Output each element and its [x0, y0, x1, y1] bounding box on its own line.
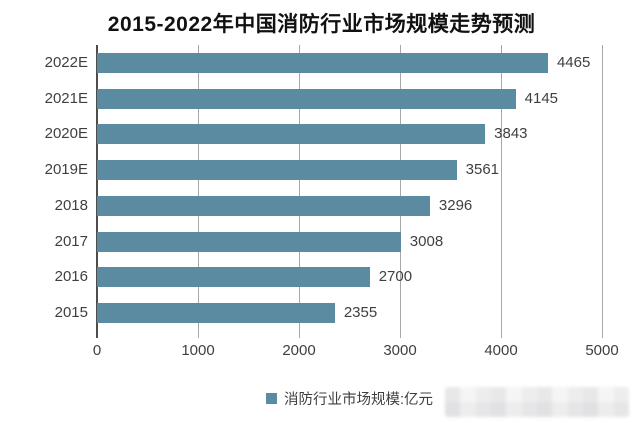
value-label: 3561 [465, 161, 500, 179]
x-tick-label: 2000 [282, 342, 316, 359]
category-label: 2019E [44, 161, 88, 179]
bar [97, 124, 486, 145]
value-label: 2700 [378, 268, 413, 286]
category-label: 2017 [54, 232, 88, 250]
value-label: 2355 [343, 304, 378, 322]
category-label: 2020E [44, 125, 88, 143]
x-tick-label: 4000 [484, 342, 518, 359]
category-label: 2015 [54, 304, 88, 322]
y-axis-line [96, 45, 98, 338]
bar [97, 231, 401, 252]
category-label: 2016 [54, 268, 88, 286]
gridline [198, 45, 199, 338]
bar [97, 195, 430, 216]
value-label: 4145 [524, 89, 559, 107]
gridline [602, 45, 603, 338]
category-label: 2021E [44, 89, 88, 107]
gridline [501, 45, 502, 338]
legend-swatch-icon [265, 393, 277, 404]
bar [97, 160, 457, 181]
x-tick-label: 1000 [181, 342, 215, 359]
bar [97, 267, 370, 288]
value-label: 3843 [494, 125, 528, 143]
value-label: 4465 [556, 53, 591, 71]
value-label: 3296 [438, 196, 473, 214]
x-tick-label: 0 [92, 342, 102, 359]
legend: 消防行业市场规模:亿元 [97, 388, 602, 409]
legend-label: 消防行业市场规模:亿元 [283, 392, 434, 408]
category-label: 2022E [44, 53, 88, 71]
bar [97, 52, 548, 73]
gridline [400, 45, 401, 338]
x-tick-label: 5000 [585, 342, 619, 359]
value-label: 3008 [409, 232, 444, 250]
category-label: 2018 [54, 196, 88, 214]
gridline [299, 45, 300, 338]
bar [97, 303, 335, 324]
plot-area: 4465 4145 3843 3561 3296 3008 2700 2355 [96, 45, 603, 338]
blurred-watermark [445, 387, 629, 417]
chart-title: 2015-2022年中国消防行业市场规模走势预测 [107, 13, 536, 36]
x-tick-label: 3000 [383, 342, 417, 359]
bar [97, 88, 516, 109]
